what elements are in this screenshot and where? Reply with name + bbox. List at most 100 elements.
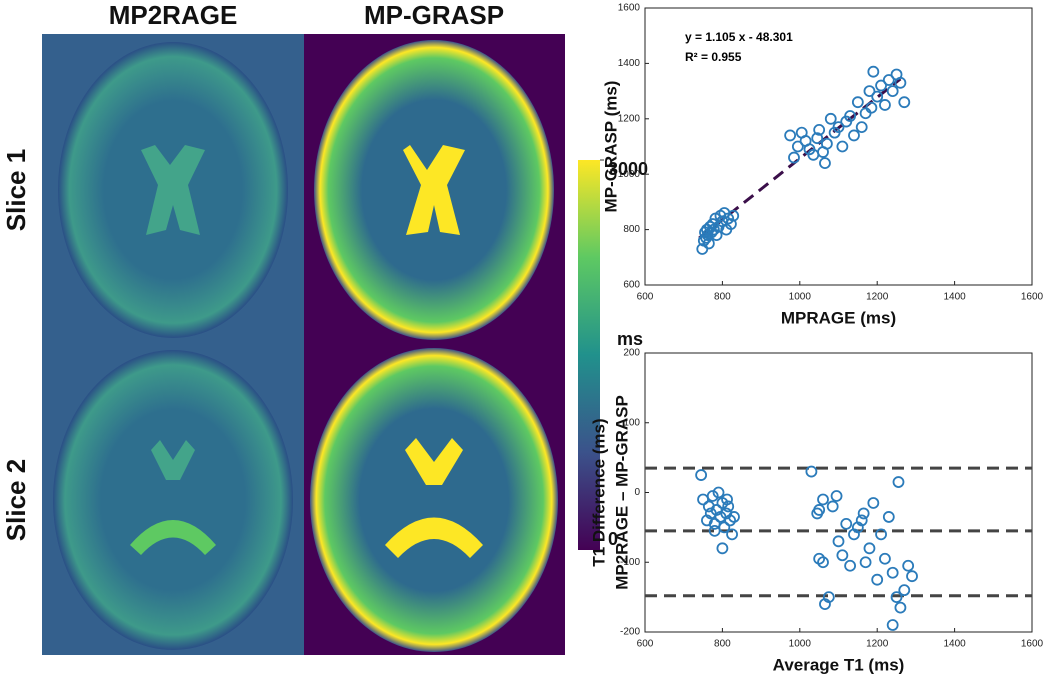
point (727, 209, 740, 222)
x-tick-label: 1000 (789, 639, 812, 650)
point (906, 570, 918, 583)
y-tick-label: 1000 (618, 169, 641, 180)
point (855, 514, 868, 527)
point (836, 140, 849, 153)
x-tick-label: 1400 (943, 639, 966, 650)
point (805, 465, 818, 478)
point (894, 76, 907, 89)
point (882, 511, 895, 523)
point (867, 65, 880, 78)
y-tick-label: 1200 (618, 113, 641, 124)
y-tick-label: -200 (620, 627, 640, 638)
point (865, 101, 878, 114)
point (830, 490, 843, 502)
point (724, 514, 737, 527)
x-tick-label: 1400 (943, 292, 966, 303)
point (817, 556, 829, 569)
point (848, 129, 860, 142)
y-tick-label: 100 (623, 417, 640, 428)
point (836, 549, 849, 562)
y-axis-label: MP-GRASP (ms) (601, 81, 620, 213)
row-title: Slice 2 (1, 459, 31, 541)
brain (310, 348, 558, 652)
point (844, 110, 857, 122)
annotation: R² = 0.955 (685, 50, 742, 64)
y-tick-label: -100 (620, 557, 640, 568)
x-axis-label: MPRAGE (ms) (781, 308, 896, 327)
y-axis-label: T1 Difference (ms) (589, 418, 608, 566)
point (791, 140, 804, 153)
point (840, 517, 853, 530)
point (726, 528, 738, 541)
point (886, 619, 899, 631)
point (886, 85, 899, 97)
axes-box (644, 7, 1033, 286)
point (844, 559, 857, 572)
ventricle (130, 520, 216, 555)
point (820, 137, 833, 150)
point (817, 493, 829, 506)
y-axis-label: MP2RAGE – MP-GRASP (612, 395, 631, 590)
point (863, 542, 876, 555)
ventricle (151, 440, 195, 480)
point (725, 218, 737, 230)
point (875, 79, 887, 92)
point (875, 528, 887, 541)
y-tick-label: 0 (634, 487, 640, 498)
point (832, 121, 845, 134)
point (890, 591, 903, 604)
point (716, 542, 729, 555)
point (826, 500, 839, 513)
point (706, 490, 719, 502)
ventricle (403, 145, 465, 235)
point (857, 507, 870, 520)
point (813, 552, 826, 565)
point (851, 96, 864, 109)
point (855, 121, 868, 134)
column-title: MP-GRASP (364, 0, 504, 30)
point (859, 556, 872, 569)
x-tick-label: 1600 (1021, 292, 1044, 303)
colorbar (578, 160, 600, 550)
point (886, 566, 899, 579)
images (42, 34, 565, 655)
row-title: Slice 1 (1, 149, 31, 231)
x-tick-label: 600 (637, 292, 654, 303)
y-tick-label: 1400 (618, 58, 641, 69)
x-tick-label: 600 (637, 639, 654, 650)
point (788, 151, 800, 164)
point (898, 96, 911, 109)
axes-box (644, 352, 1033, 633)
x-tick-label: 1600 (1021, 639, 1044, 650)
point (728, 511, 740, 523)
colorbar-label: ms (617, 329, 643, 349)
point (894, 601, 907, 614)
point (708, 524, 721, 537)
brain (53, 350, 293, 650)
point (813, 123, 826, 136)
y-tick-label: 1600 (618, 3, 641, 14)
point (710, 229, 723, 242)
colorbar-tick-label: 3000 (608, 159, 648, 179)
x-tick-label: 800 (714, 292, 731, 303)
ventricle (141, 145, 205, 235)
annotation: y = 1.105 x - 48.301 (685, 30, 793, 44)
column-title: MP2RAGE (109, 0, 238, 30)
x-tick-label: 1200 (866, 292, 889, 303)
point (824, 112, 837, 125)
y-tick-label: 200 (623, 348, 640, 359)
colorbar-tick-label: 0 (608, 529, 618, 549)
point (902, 559, 915, 572)
point (863, 85, 876, 97)
point (871, 90, 884, 103)
point (892, 476, 905, 488)
point (832, 535, 845, 548)
point (784, 129, 797, 142)
point (819, 157, 831, 170)
x-axis-label: Average T1 (ms) (773, 655, 905, 674)
point (695, 469, 708, 481)
point (721, 493, 733, 506)
point (882, 74, 895, 86)
